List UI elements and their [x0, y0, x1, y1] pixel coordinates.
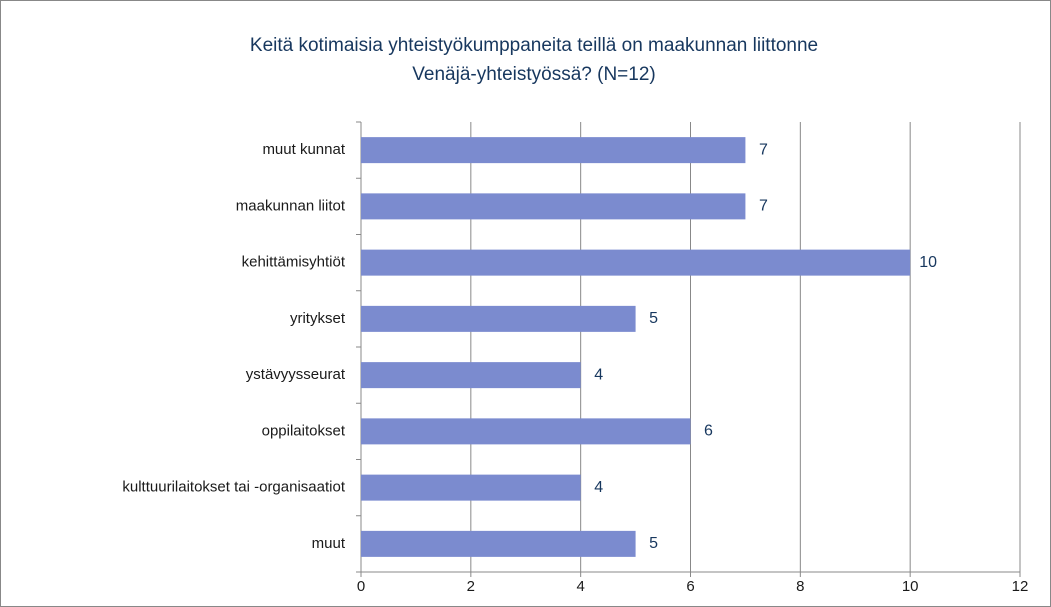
x-tick-label: 10: [902, 578, 919, 595]
value-label: 7: [759, 198, 768, 215]
value-label: 6: [704, 423, 713, 440]
bar: [361, 305, 636, 332]
value-label: 10: [919, 254, 937, 271]
y-tick-label: ystävyysseurat: [246, 366, 346, 383]
y-tick-label: muut: [312, 535, 346, 552]
value-label: 4: [594, 479, 603, 496]
y-tick-label: kulttuurilaitokset tai -organisaatiot: [122, 479, 345, 496]
y-tick-label: oppilaitokset: [262, 422, 346, 439]
bar: [361, 249, 911, 276]
bar: [361, 362, 581, 389]
x-tick-label: 12: [1012, 578, 1029, 595]
y-tick-label: yritykset: [290, 310, 346, 327]
y-tick-label: muut kunnat: [262, 141, 345, 158]
value-label: 7: [759, 141, 768, 158]
y-tick-label: kehittämisyhtiöt: [242, 254, 346, 271]
x-tick-label: 8: [796, 578, 804, 595]
y-tick-label: maakunnan liitot: [236, 197, 346, 214]
x-tick-label: 6: [686, 578, 694, 595]
bar: [361, 137, 746, 164]
bar: [361, 474, 581, 501]
value-label: 5: [649, 535, 658, 552]
bar: [361, 530, 636, 557]
x-tick-label: 2: [467, 578, 475, 595]
chart-title: Venäjä-yhteistyössä? (N=12): [412, 64, 655, 85]
x-tick-label: 4: [576, 578, 584, 595]
value-label: 5: [649, 310, 658, 327]
chart-title: Keitä kotimaisia yhteistyökumppaneita te…: [250, 35, 818, 56]
bar: [361, 193, 746, 220]
x-tick-label: 0: [357, 578, 365, 595]
value-label: 4: [594, 366, 603, 383]
bar: [361, 418, 691, 445]
